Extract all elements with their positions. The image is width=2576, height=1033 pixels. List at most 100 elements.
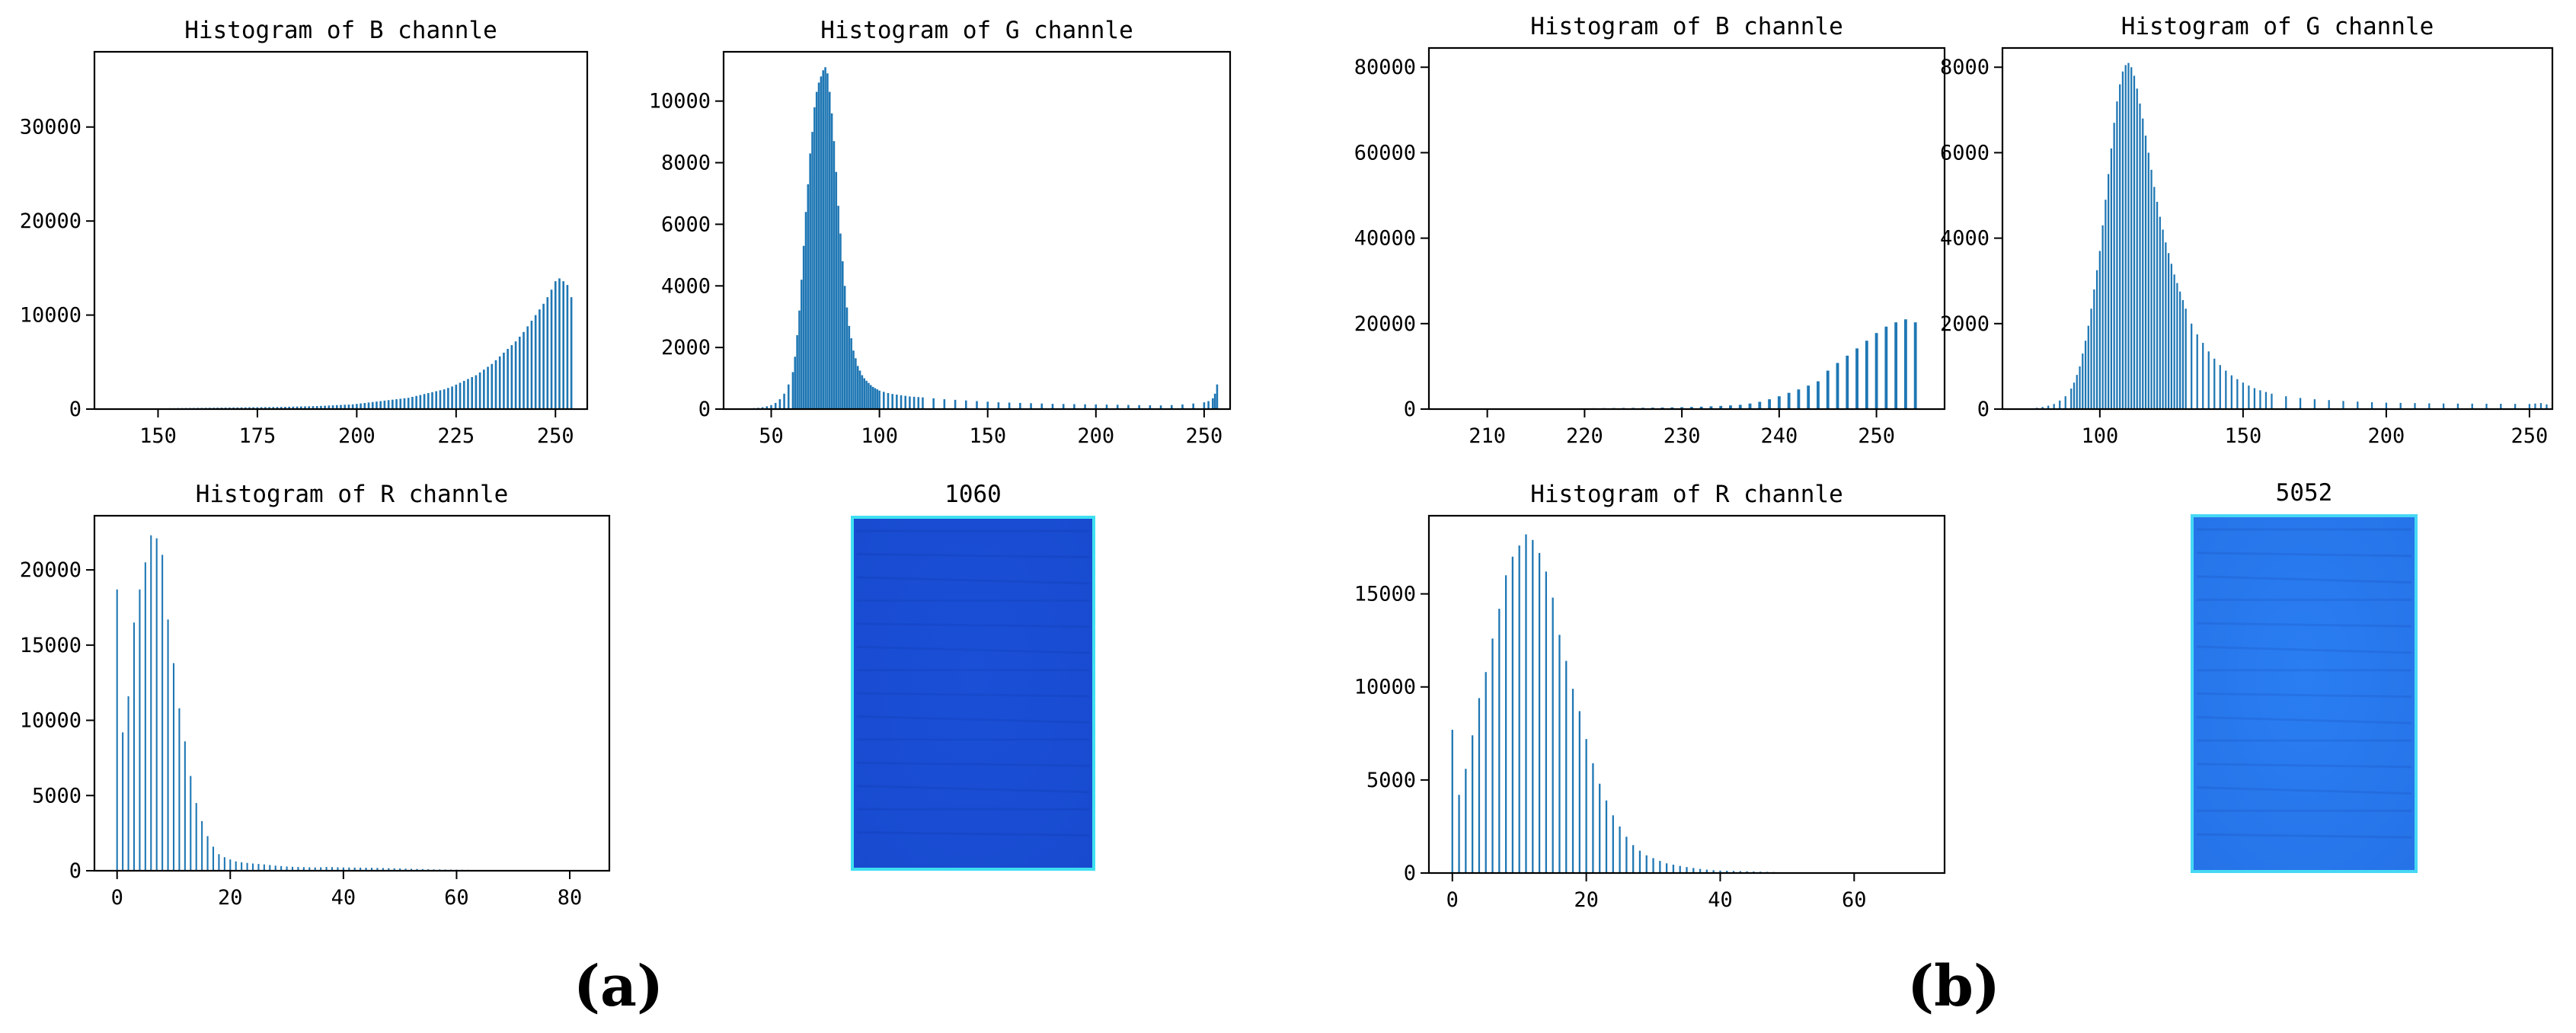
image-texture-line bbox=[856, 692, 1090, 698]
histogram-bar bbox=[212, 846, 215, 871]
histogram-bar bbox=[1478, 698, 1481, 873]
histogram-chart-3: Histogram of R channle 0 20 40 60 80 0 5000 1000… bbox=[20, 481, 611, 910]
y-tick-label: 60000 bbox=[1354, 141, 1416, 165]
histogram-bar bbox=[268, 407, 270, 409]
histogram-bar bbox=[770, 405, 772, 409]
histogram-bar bbox=[292, 406, 295, 409]
histogram-bar bbox=[1051, 404, 1054, 409]
histogram-bar bbox=[325, 867, 328, 871]
axes-frame bbox=[1427, 514, 1946, 875]
histogram-bar bbox=[917, 397, 920, 409]
y-tick-label: 2000 bbox=[661, 336, 711, 360]
histogram-bar bbox=[257, 864, 260, 871]
histogram-bar bbox=[1670, 407, 1674, 409]
histogram-bar bbox=[1632, 845, 1635, 873]
y-tick-label: 8000 bbox=[661, 152, 711, 175]
histogram-bar bbox=[498, 356, 501, 409]
histogram-bar bbox=[407, 398, 410, 409]
histogram-bar bbox=[1159, 405, 1162, 409]
histogram-bar bbox=[351, 404, 354, 409]
histogram-bar bbox=[133, 622, 136, 871]
histogram-bar bbox=[2456, 403, 2459, 409]
histogram-bar bbox=[2165, 242, 2167, 409]
histogram-bar bbox=[363, 402, 366, 409]
histogram-bar bbox=[388, 868, 390, 871]
histogram-bar bbox=[815, 91, 818, 409]
histogram-bar bbox=[1578, 711, 1580, 873]
y-tick-label: 15000 bbox=[1354, 583, 1416, 606]
histogram-bar bbox=[382, 868, 384, 871]
histogram-bar bbox=[2121, 71, 2124, 409]
histogram-bar bbox=[1817, 381, 1820, 409]
histogram-bar bbox=[2162, 229, 2164, 409]
histogram-bar bbox=[2087, 325, 2089, 409]
histogram-bar bbox=[2064, 396, 2066, 409]
histogram-bar bbox=[2514, 404, 2517, 409]
histogram-bar bbox=[1127, 405, 1130, 409]
histogram-bar bbox=[833, 141, 836, 409]
x-tick-label: 210 bbox=[1469, 424, 1506, 448]
histogram-bar bbox=[1105, 405, 1108, 409]
histogram-bar bbox=[2248, 385, 2250, 409]
histogram-bar bbox=[399, 398, 402, 409]
x-tick-label: 150 bbox=[2224, 424, 2261, 448]
histogram-bar bbox=[462, 380, 465, 409]
y-tick-label: 5000 bbox=[32, 784, 81, 808]
histogram-bar bbox=[435, 391, 438, 409]
y-tick-label: 20000 bbox=[20, 209, 81, 233]
histogram-bar bbox=[1836, 363, 1839, 409]
histogram-bar bbox=[1203, 402, 1206, 409]
histogram-bar bbox=[387, 400, 390, 409]
histogram-bar bbox=[2485, 403, 2488, 409]
histogram-bar bbox=[475, 375, 478, 409]
histogram-bar bbox=[139, 589, 141, 871]
x-tick-label: 250 bbox=[2511, 424, 2549, 448]
histogram-bar bbox=[1787, 392, 1791, 409]
panel-label-b: (b) bbox=[1907, 954, 2000, 1019]
histogram-bar bbox=[1545, 571, 1548, 873]
histogram-bar bbox=[828, 91, 831, 409]
histogram-bar bbox=[1491, 638, 1494, 873]
histogram-bar bbox=[1571, 689, 1574, 873]
histogram-bar bbox=[284, 407, 286, 409]
y-tick-label: 8000 bbox=[1940, 56, 1990, 79]
histogram-bar bbox=[1659, 861, 1661, 873]
histogram-bar bbox=[2534, 403, 2536, 409]
x-tick-label: 20 bbox=[1574, 888, 1599, 912]
histogram-bar bbox=[1619, 826, 1621, 873]
histogram-bar bbox=[830, 113, 833, 410]
histogram-bar bbox=[376, 868, 379, 871]
histogram-bar bbox=[1149, 405, 1152, 409]
histogram-bar bbox=[1732, 871, 1735, 873]
y-tick-label: 6000 bbox=[661, 213, 711, 236]
histogram-bar bbox=[1599, 783, 1601, 873]
histogram-bar bbox=[869, 385, 872, 409]
histogram-bar bbox=[240, 407, 243, 409]
image-title: 1060 bbox=[944, 481, 1002, 508]
histogram-bar bbox=[190, 776, 192, 871]
histogram-bar bbox=[2110, 148, 2113, 409]
histogram-bar bbox=[1719, 870, 1721, 873]
histogram-bar bbox=[423, 394, 426, 409]
histogram-bar bbox=[150, 535, 152, 871]
histogram-bar bbox=[365, 868, 367, 871]
histogram-bar bbox=[1738, 405, 1742, 409]
histogram-bar bbox=[2242, 382, 2245, 409]
histogram-bar bbox=[252, 407, 255, 409]
histogram-bar bbox=[2090, 309, 2092, 409]
image-texture-line bbox=[2196, 763, 2412, 769]
histogram-bar bbox=[1726, 871, 1728, 873]
histogram-bar bbox=[807, 184, 810, 409]
histogram-bar bbox=[2095, 270, 2098, 409]
image-texture-line bbox=[2196, 645, 2412, 654]
histogram-bar bbox=[954, 399, 957, 409]
histogram-bar bbox=[824, 67, 826, 409]
histogram-bar bbox=[1192, 403, 1194, 409]
image-texture-line bbox=[856, 576, 1090, 585]
histogram-bar bbox=[1216, 384, 1219, 409]
histogram-bar bbox=[891, 394, 893, 409]
histogram-bar bbox=[1758, 401, 1762, 409]
histogram-bar bbox=[839, 233, 842, 409]
histogram-bar bbox=[195, 803, 197, 871]
